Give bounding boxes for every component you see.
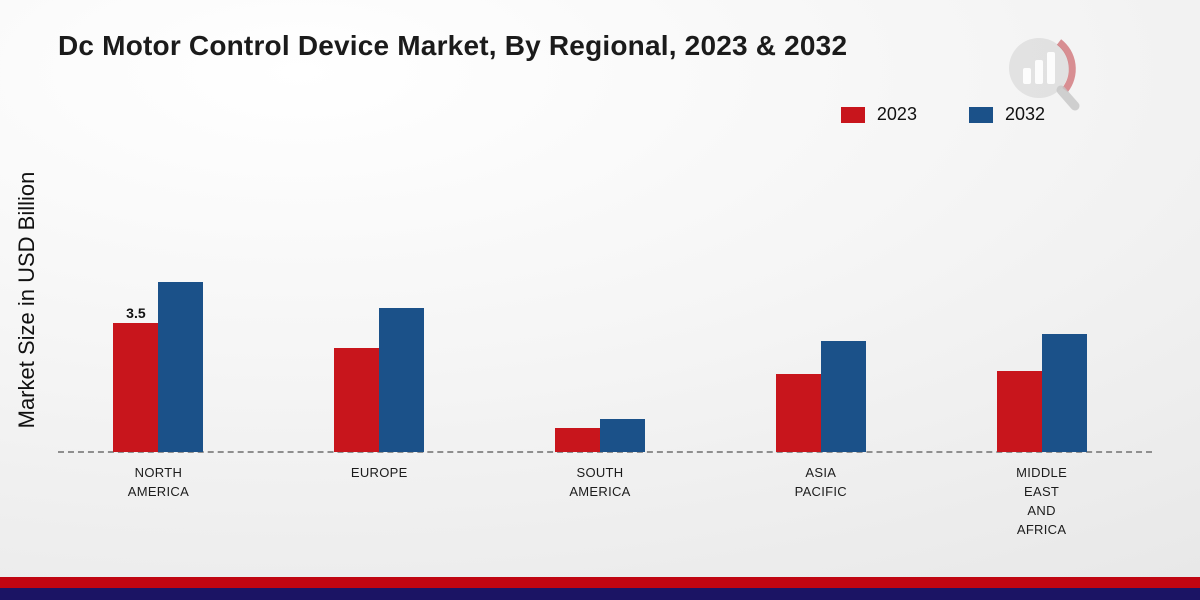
logo-bar-2: [1035, 60, 1043, 84]
bar-group: MIDDLE EAST AND AFRICA: [931, 262, 1152, 537]
legend-label-2032: 2032: [1004, 104, 1045, 124]
x-axis-line: [58, 451, 1152, 453]
bar-2023: 3.5: [113, 305, 159, 452]
bar-2032: [599, 418, 645, 452]
plot-area: 3.5 NORTH AMERICA EUROPE SOUTH AMERICA ASIA PAC…: [48, 262, 1152, 537]
legend-item-2032: 2032: [968, 104, 1045, 125]
logo-red-arc: [1056, 39, 1076, 93]
footer-navy-band: [0, 588, 1200, 600]
bar-2032: [379, 307, 425, 452]
bar-pair: [334, 307, 425, 452]
bar-2023: [554, 427, 600, 452]
category-label: MIDDLE EAST AND AFRICA: [1016, 465, 1068, 537]
bar-pair: [554, 418, 645, 452]
footer-red-band: [0, 577, 1200, 588]
bar-pair: [996, 333, 1087, 452]
bar-pair: [775, 341, 866, 452]
logo-magnifier-handle: [1056, 85, 1080, 111]
bar-2032: [820, 341, 866, 452]
legend-item-2023: 2023: [840, 104, 917, 125]
chart-title: Dc Motor Control Device Market, By Regio…: [58, 30, 848, 61]
bar-2023: [996, 370, 1042, 452]
legend-swatch-2032: [968, 106, 993, 123]
bar-group: 3.5 NORTH AMERICA: [48, 262, 269, 499]
category-label: ASIA PACIFIC: [794, 465, 847, 499]
category-label: NORTH AMERICA: [127, 465, 190, 499]
legend: 2023 2032: [840, 104, 1045, 125]
bar-value-label: 3.5: [126, 304, 146, 321]
legend-swatch-2023: [840, 106, 865, 123]
bar-2032: [1041, 333, 1087, 452]
logo-bar-1: [1023, 68, 1031, 84]
bar-group: ASIA PACIFIC: [710, 262, 931, 499]
y-axis-label: Market Size in USD Billion: [14, 171, 39, 429]
bar-2023: [334, 348, 380, 452]
bar-2023: [775, 374, 821, 452]
bar-group: SOUTH AMERICA: [490, 262, 711, 499]
bar-2032: [158, 281, 204, 452]
legend-label-2023: 2023: [876, 104, 917, 124]
logo-bar-3: [1047, 52, 1055, 84]
bar-group: EUROPE: [269, 262, 490, 480]
category-label: EUROPE: [350, 465, 408, 480]
category-label: SOUTH AMERICA: [569, 465, 631, 499]
brand-logo: [1009, 38, 1080, 111]
bar-pair: 3.5: [113, 281, 204, 452]
